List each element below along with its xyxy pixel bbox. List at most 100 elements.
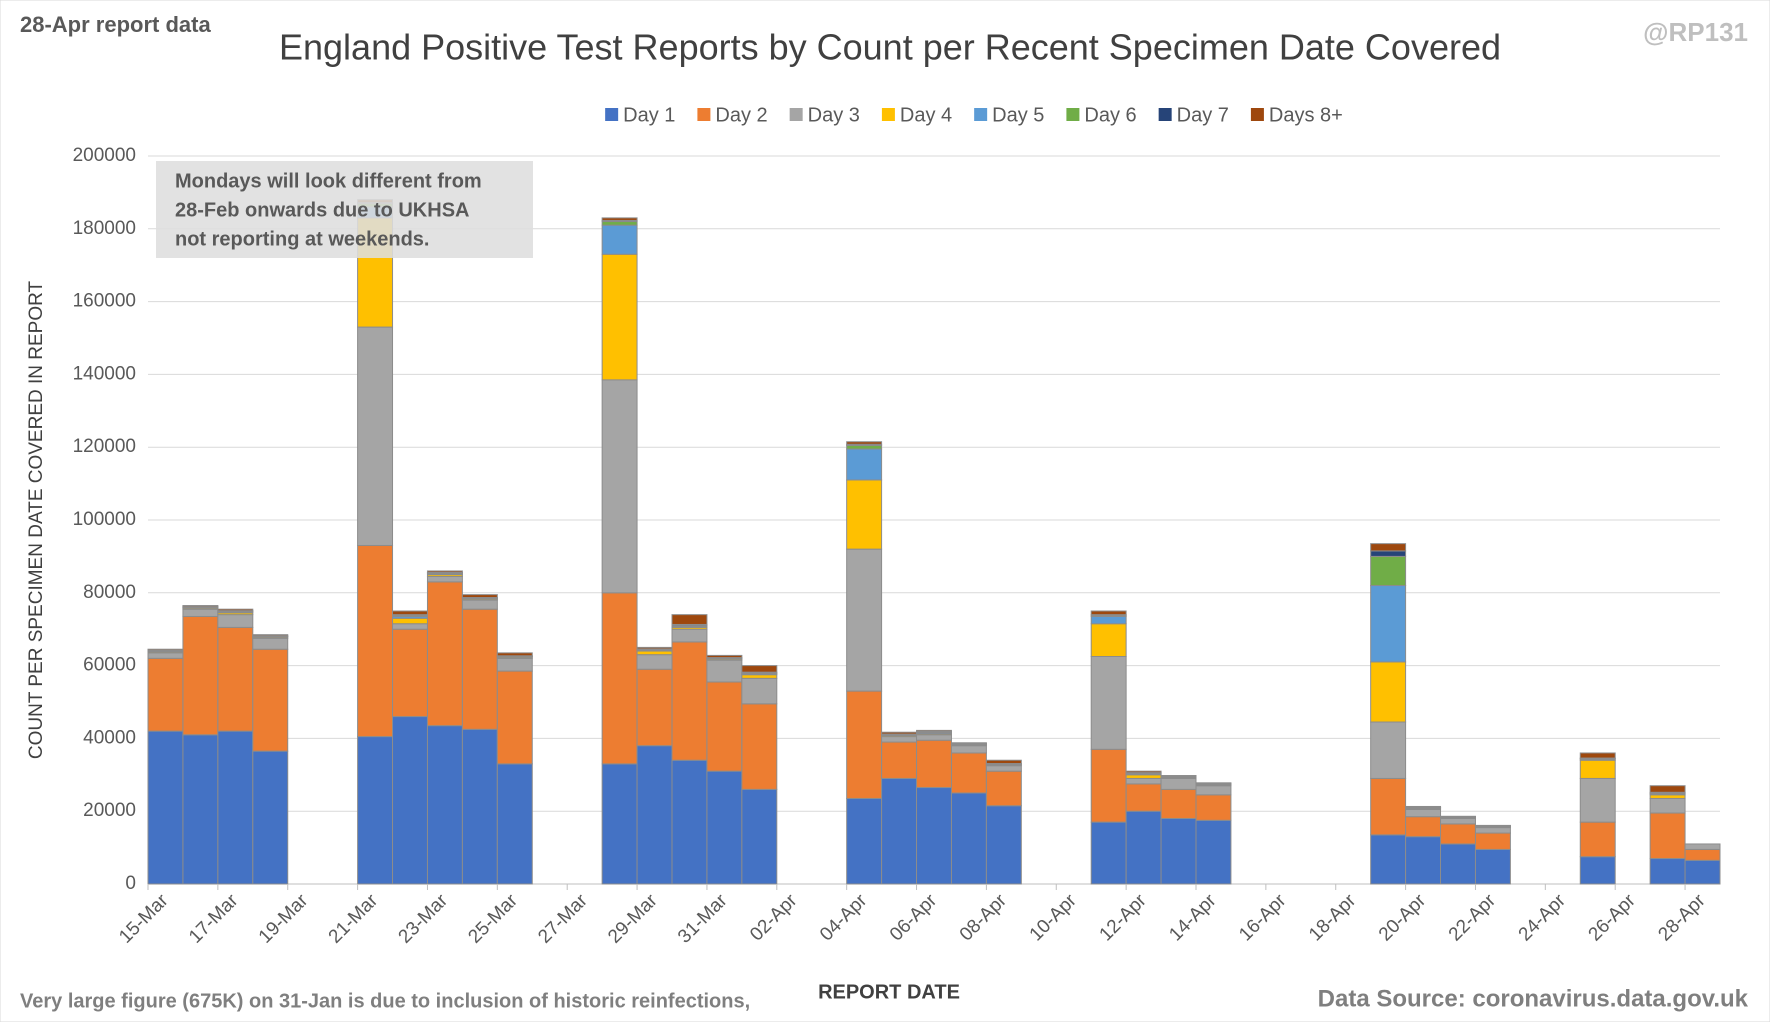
bar-segment <box>1440 823 1476 845</box>
bar-segment <box>1195 785 1232 796</box>
annotation-text: 28-Feb onwards due to UKHSA <box>175 199 469 221</box>
bar-segment <box>357 544 394 738</box>
bar-segment <box>671 641 708 761</box>
bar-segment <box>1370 550 1407 557</box>
legend-swatch <box>881 108 895 121</box>
y-tick-label: 40000 <box>83 727 136 748</box>
bar-segment <box>1579 821 1616 858</box>
bar-segment <box>881 731 918 735</box>
bar-segment <box>217 626 254 732</box>
bar-segment <box>601 221 638 226</box>
y-axis-label: COUNT PER SPECIMEN DATE COVERED IN REPOR… <box>26 280 47 759</box>
bar-segment <box>1125 774 1162 779</box>
y-tick-label: 80000 <box>83 582 136 603</box>
bar-segment <box>601 224 638 255</box>
annotation: Mondays will look different from 28-Feb o… <box>156 161 533 258</box>
bar-segment <box>1160 777 1197 790</box>
bar-segment <box>426 575 463 583</box>
bar-segment <box>950 792 987 885</box>
bar-segment <box>182 605 219 608</box>
bar-segment <box>461 599 498 610</box>
bar-segment <box>1090 656 1127 750</box>
legend-swatch <box>697 108 711 121</box>
bar-segment <box>392 628 428 718</box>
bar-segment <box>147 657 184 732</box>
bar-segment <box>252 634 289 637</box>
bar-segment <box>461 728 498 885</box>
bar-segment <box>881 736 918 743</box>
bar-segment <box>426 581 463 727</box>
bar-segment <box>881 741 918 779</box>
bar-segment <box>741 788 778 885</box>
bar-segment <box>1195 819 1232 885</box>
bar-segment <box>706 770 743 885</box>
bar-segment <box>1649 812 1686 860</box>
bar-segment <box>1160 817 1197 885</box>
y-tick-label: 60000 <box>83 655 136 676</box>
bar-segment <box>846 444 883 450</box>
bar-segment <box>985 770 1022 807</box>
bar-segment <box>147 648 184 651</box>
bar-segment <box>1370 543 1407 552</box>
legend-label: Day 7 <box>1177 104 1229 126</box>
bar-segment <box>601 217 638 221</box>
bar-segment <box>1474 832 1511 850</box>
legend-swatch <box>1158 108 1172 121</box>
bar-segment <box>636 668 673 747</box>
legend: Day 1 Day 2 Day 3 Day 4 Day 5 Day 6 Day 7 Days … <box>605 104 1343 126</box>
annotation-text: not reporting at weekends. <box>175 228 429 250</box>
bar-segment <box>426 570 463 573</box>
bar-segment <box>1579 759 1616 779</box>
bar-segment <box>217 608 254 612</box>
bar-segment <box>1090 623 1127 657</box>
bar-segment <box>1405 836 1442 885</box>
bar-segment <box>1579 752 1616 759</box>
bar-segment <box>217 730 254 885</box>
bar-segment <box>741 677 778 705</box>
bar-segment <box>1649 794 1686 799</box>
bar-segment <box>601 763 638 885</box>
bar-segment <box>601 592 638 765</box>
bar-segment <box>881 777 918 885</box>
bar-segment <box>706 654 743 659</box>
bar-segment <box>1090 610 1127 616</box>
bar-segment <box>985 765 1022 772</box>
legend-label: Day 2 <box>715 104 767 126</box>
bar-segment <box>636 745 673 885</box>
bar-segment <box>601 379 638 594</box>
footnote: Very large figure (675K) on 31-Jan is du… <box>20 990 750 1012</box>
bar-segment <box>636 650 673 656</box>
bar-segment <box>252 648 289 752</box>
bar-segment <box>741 665 778 673</box>
subtitle: 28-Apr report data <box>20 12 211 37</box>
bar-segment <box>392 716 428 885</box>
bar-segment <box>741 703 778 790</box>
legend-swatch <box>974 108 988 121</box>
bar-segment <box>1440 817 1476 825</box>
bar-segment <box>1579 777 1616 823</box>
bar-segment <box>846 441 883 445</box>
bar-segment <box>636 646 673 650</box>
annotation-text: Mondays will look different from <box>175 170 482 192</box>
bar-segment <box>147 652 184 659</box>
bar-segment <box>706 681 743 772</box>
bar-segment <box>916 729 952 732</box>
y-tick-label: 140000 <box>73 363 136 384</box>
bar-segment <box>1125 770 1162 774</box>
legend-swatch <box>1250 108 1264 121</box>
bar-segment <box>182 734 219 885</box>
bar-segment <box>1684 859 1721 885</box>
bar-segment <box>1125 783 1162 812</box>
bar-segment <box>1125 810 1162 885</box>
bar-segment <box>252 637 289 650</box>
bar-segment <box>636 654 673 670</box>
bar-segment <box>1370 721 1407 779</box>
legend-label: Day 6 <box>1084 104 1136 126</box>
bar-segment <box>1370 555 1407 587</box>
bar-segment <box>671 628 708 643</box>
bar-segment <box>671 759 708 885</box>
bar-segment <box>916 734 952 741</box>
bar-segment <box>1474 848 1511 885</box>
bar-segment <box>846 479 883 550</box>
